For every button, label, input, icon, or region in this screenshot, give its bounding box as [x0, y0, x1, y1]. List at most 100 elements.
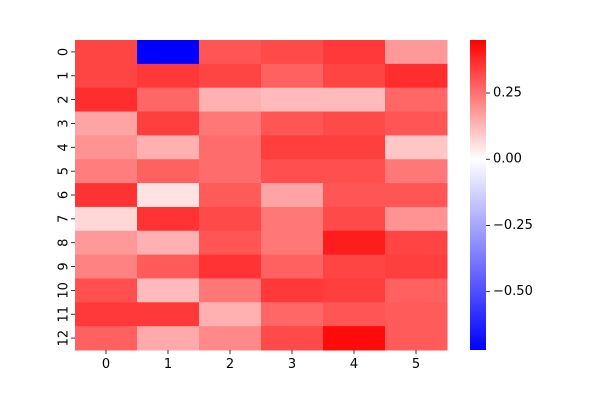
heatmap-cell-r1-c0 — [75, 63, 138, 89]
heatmap-cell-r8-c2 — [199, 230, 262, 256]
heatmap-cell-r0-c5 — [385, 40, 448, 65]
heatmap-cell-r9-c4 — [323, 254, 386, 279]
y-tick-label: 8 — [57, 239, 72, 247]
heatmap-cell-r4-c5 — [385, 135, 448, 160]
y-tick-label: 7 — [57, 215, 72, 223]
heatmap-cell-r10-c5 — [385, 278, 448, 303]
y-tick-label: 11 — [57, 306, 72, 323]
x-tick-label: 0 — [102, 357, 110, 372]
heatmap-cell-r5-c0 — [75, 159, 138, 184]
heatmap-cell-r7-c4 — [323, 206, 386, 232]
heatmap-cell-r5-c5 — [385, 159, 448, 184]
colorbar-tick-label: −0.50 — [493, 284, 533, 299]
colorbar-tick-label: 0.25 — [493, 85, 522, 100]
heatmap-cell-r11-c3 — [261, 302, 324, 327]
heatmap-cell-r6-c3 — [261, 183, 324, 208]
heatmap-cell-r4-c3 — [261, 135, 324, 160]
heatmap-cell-r4-c1 — [137, 135, 200, 160]
y-tick-label: 2 — [57, 95, 72, 103]
heatmap-cell-r2-c1 — [137, 87, 200, 113]
heatmap-cell-r11-c1 — [137, 302, 200, 327]
colorbar-axis: 0.25 0.00 −0.25 −0.50 — [486, 85, 533, 299]
heatmap-cell-r1-c2 — [199, 63, 262, 89]
heatmap-cell-r5-c4 — [323, 159, 386, 184]
heatmap-cell-r2-c5 — [385, 87, 448, 113]
heatmap-cell-r3-c2 — [199, 111, 262, 136]
heatmap-cell-r6-c2 — [199, 183, 262, 208]
heatmap-cell-r12-c3 — [261, 326, 324, 351]
heatmap-cell-r10-c1 — [137, 278, 200, 303]
heatmap-cell-r8-c1 — [137, 230, 200, 256]
heatmap-cell-r6-c0 — [75, 183, 138, 208]
heatmap-cell-r11-c4 — [323, 302, 386, 327]
y-tick-label: 12 — [57, 330, 72, 347]
heatmap-cell-r2-c2 — [199, 87, 262, 113]
heatmap-cell-r9-c1 — [137, 254, 200, 279]
heatmap-cell-r0-c3 — [261, 40, 324, 65]
heatmap-cell-r0-c2 — [199, 40, 262, 65]
x-tick-label: 3 — [288, 357, 296, 372]
heatmap-cell-r3-c4 — [323, 111, 386, 136]
heatmap-cell-r9-c3 — [261, 254, 324, 279]
heatmap-cell-r7-c0 — [75, 206, 138, 232]
heatmap-cell-r12-c1 — [137, 326, 200, 351]
heatmap-cell-r8-c0 — [75, 230, 138, 256]
heatmap-cell-r0-c4 — [323, 40, 386, 65]
y-tick-label: 4 — [57, 143, 72, 151]
x-tick-label: 1 — [164, 357, 172, 372]
heatmap-cell-r0-c0 — [75, 40, 138, 65]
y-tick-label: 9 — [57, 262, 72, 270]
heatmap-cell-r10-c0 — [75, 278, 138, 303]
heatmap-cell-r6-c4 — [323, 183, 386, 208]
heatmap-cell-r5-c2 — [199, 159, 262, 184]
heatmap-cell-r4-c0 — [75, 135, 138, 160]
x-tick-label: 2 — [226, 357, 234, 372]
heatmap-cell-r3-c3 — [261, 111, 324, 136]
heatmap-cell-r1-c1 — [137, 63, 200, 89]
heatmap-cell-r10-c2 — [199, 278, 262, 303]
colorbar-tick-label: −0.25 — [493, 218, 533, 233]
heatmap-cell-r6-c5 — [385, 183, 448, 208]
heatmap-cell-r11-c0 — [75, 302, 138, 327]
heatmap-cell-r8-c5 — [385, 230, 448, 256]
heatmap-cell-r11-c5 — [385, 302, 448, 327]
heatmap-cell-r4-c4 — [323, 135, 386, 160]
heatmap-cell-r2-c3 — [261, 87, 324, 113]
heatmap-cell-r7-c3 — [261, 206, 324, 232]
heatmap-cell-r3-c5 — [385, 111, 448, 136]
heatmap-cell-r12-c2 — [199, 326, 262, 351]
heatmap-cell-r7-c2 — [199, 206, 262, 232]
heatmap-cell-r2-c0 — [75, 87, 138, 113]
heatmap-cell-r1-c3 — [261, 63, 324, 89]
heatmap-cell-r10-c4 — [323, 278, 386, 303]
heatmap-cell-r8-c3 — [261, 230, 324, 256]
heatmap-cell-r3-c1 — [137, 111, 200, 136]
heatmap-cell-r7-c5 — [385, 206, 448, 232]
y-tick-label: 1 — [57, 72, 72, 80]
heatmap-cell-r10-c3 — [261, 278, 324, 303]
x-axis: 0 1 2 3 4 5 — [102, 350, 420, 372]
y-tick-label: 0 — [57, 48, 72, 56]
heatmap-cell-r11-c2 — [199, 302, 262, 327]
x-tick-label: 4 — [350, 357, 358, 372]
heatmap-cell-r1-c4 — [323, 63, 386, 89]
y-tick-label: 3 — [57, 119, 72, 127]
heatmap-cell-r4-c2 — [199, 135, 262, 160]
heatmap-cell-r6-c1 — [137, 183, 200, 208]
heatmap-cell-r12-c5 — [385, 326, 448, 351]
y-tick-label: 10 — [57, 282, 72, 299]
colorbar-tick-label: 0.00 — [493, 152, 522, 167]
heatmap-cell-r12-c0 — [75, 326, 138, 351]
heatmap-cell-r12-c4 — [323, 326, 386, 351]
heatmap-cell-r9-c0 — [75, 254, 138, 279]
heatmap-cell-r5-c1 — [137, 159, 200, 184]
y-tick-label: 6 — [57, 191, 72, 199]
heatmap-cell-r3-c0 — [75, 111, 138, 136]
x-tick-label: 5 — [412, 357, 420, 372]
heatmap-cell-r8-c4 — [323, 230, 386, 256]
colorbar — [470, 40, 486, 350]
heatmap-cell-r7-c1 — [137, 206, 200, 232]
heatmap-cell-r0-c1 — [137, 40, 200, 65]
heatmap-cells — [75, 40, 448, 351]
